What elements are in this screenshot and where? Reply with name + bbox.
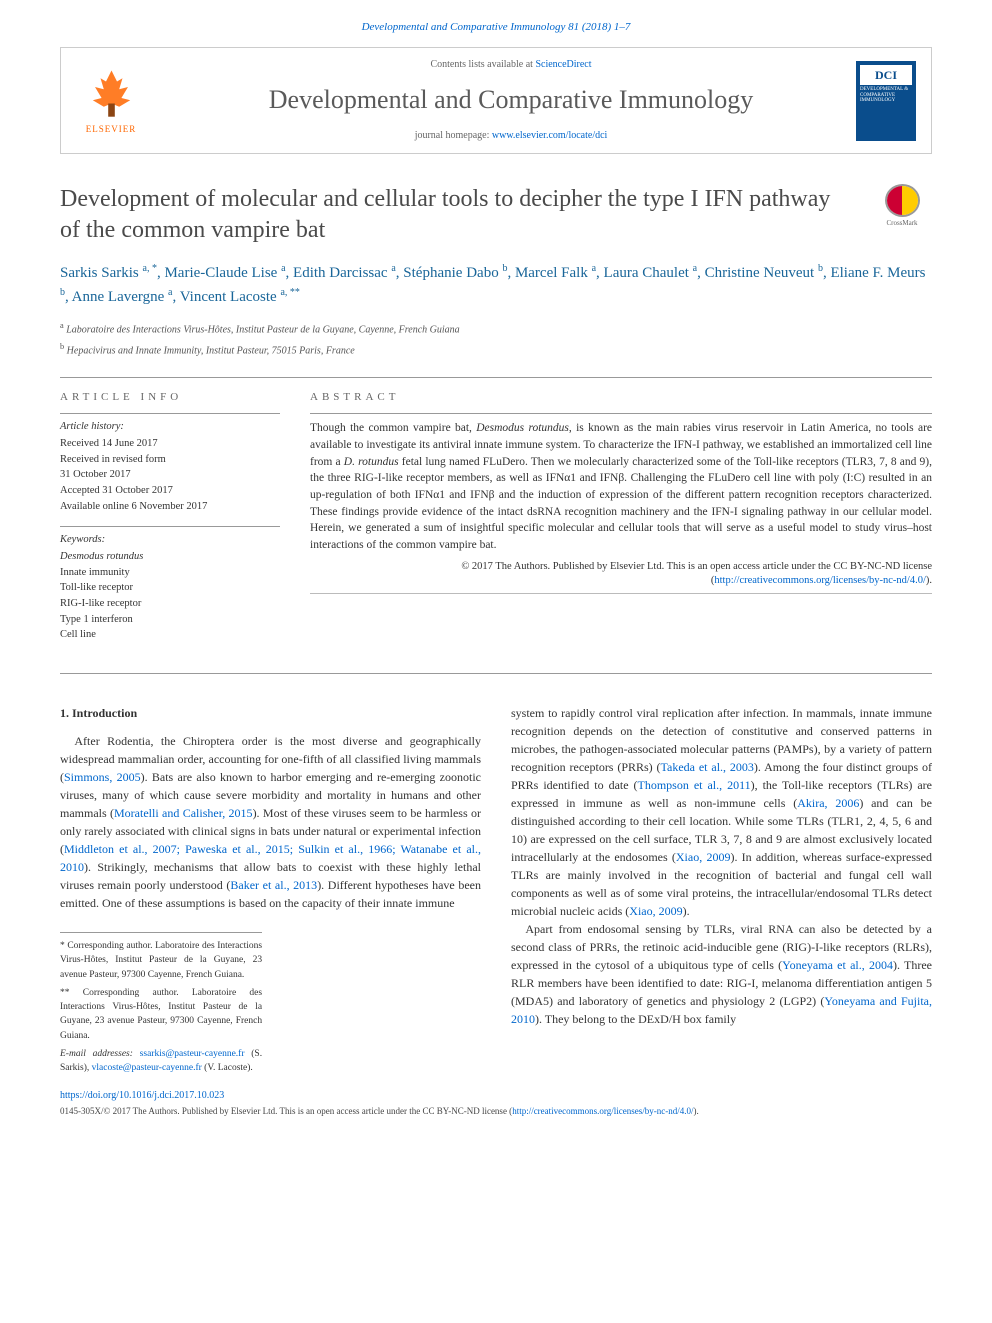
homepage-link[interactable]: www.elsevier.com/locate/dci xyxy=(492,130,607,141)
journal-header: ELSEVIER Contents lists available at Sci… xyxy=(60,47,932,153)
keyword: Type 1 interferon xyxy=(60,613,280,628)
body-column-left: 1. Introduction After Rodentia, the Chir… xyxy=(60,704,481,1075)
bottom-license: 0145-305X/© 2017 The Authors. Published … xyxy=(60,1105,932,1118)
article-title: Development of molecular and cellular to… xyxy=(60,184,852,246)
section-number: 1. xyxy=(60,706,69,720)
history-line: Accepted 31 October 2017 xyxy=(60,484,280,499)
keyword: RIG-I-like receptor xyxy=(60,597,280,612)
article-info-heading: ARTICLE INFO xyxy=(60,390,280,405)
authors-list: Sarkis Sarkis a, *, Marie-Claude Lise a,… xyxy=(60,261,932,308)
elsevier-tree-icon xyxy=(84,65,139,120)
sciencedirect-link[interactable]: ScienceDirect xyxy=(535,59,591,70)
abstract-divider xyxy=(310,593,932,594)
cover-abbrev: DCI xyxy=(860,65,912,86)
article-info-column: ARTICLE INFO Article history: Received 1… xyxy=(60,390,280,655)
section-heading: 1. Introduction xyxy=(60,704,481,722)
abstract-copyright: © 2017 The Authors. Published by Elsevie… xyxy=(310,560,932,589)
journal-homepage: journal homepage: www.elsevier.com/locat… xyxy=(166,129,856,143)
history-line: 31 October 2017 xyxy=(60,468,280,483)
affiliation: b Hepacivirus and Innate Immunity, Insti… xyxy=(60,341,932,358)
journal-title: Developmental and Comparative Immunology xyxy=(166,82,856,118)
email-link-2[interactable]: vlacoste@pasteur-cayenne.fr xyxy=(92,1063,202,1073)
contents-prefix: Contents lists available at xyxy=(430,59,535,70)
keyword: Cell line xyxy=(60,628,280,643)
history-line: Available online 6 November 2017 xyxy=(60,500,280,515)
keyword: Toll-like receptor xyxy=(60,581,280,596)
body-paragraph: After Rodentia, the Chiroptera order is … xyxy=(60,732,481,912)
section-title: Introduction xyxy=(72,706,137,720)
homepage-prefix: journal homepage: xyxy=(415,130,492,141)
divider xyxy=(60,673,932,674)
contents-available: Contents lists available at ScienceDirec… xyxy=(166,58,856,72)
history-line: Received 14 June 2017 xyxy=(60,437,280,452)
body-paragraph: system to rapidly control viral replicat… xyxy=(511,704,932,920)
top-citation: Developmental and Comparative Immunology… xyxy=(60,20,932,35)
crossmark-icon xyxy=(885,184,920,217)
doi-link[interactable]: https://doi.org/10.1016/j.dci.2017.10.02… xyxy=(60,1090,224,1101)
keywords-label: Keywords: xyxy=(60,533,280,548)
history-line: Received in revised form xyxy=(60,453,280,468)
affiliation: a Laboratoire des Interactions Virus-Hôt… xyxy=(60,320,932,337)
journal-cover-thumbnail: DCI DEVELOPMENTAL & COMPARATIVE IMMUNOLO… xyxy=(856,61,916,141)
crossmark-badge[interactable]: CrossMark xyxy=(872,184,932,229)
elsevier-logo: ELSEVIER xyxy=(76,61,146,141)
corresponding-author-2: ** Corresponding author. Laboratoire des… xyxy=(60,986,262,1043)
cover-subtitle: DEVELOPMENTAL & COMPARATIVE IMMUNOLOGY xyxy=(860,87,912,104)
doi-line: https://doi.org/10.1016/j.dci.2017.10.02… xyxy=(60,1089,932,1103)
license-text: 0145-305X/© 2017 The Authors. Published … xyxy=(60,1106,512,1116)
keyword: Desmodus rotundus xyxy=(60,550,280,565)
keyword: Innate immunity xyxy=(60,566,280,581)
body-paragraph: Apart from endosomal sensing by TLRs, vi… xyxy=(511,920,932,1028)
corresponding-author-1: * Corresponding author. Laboratoire des … xyxy=(60,939,262,982)
crossmark-label: CrossMark xyxy=(886,219,917,229)
cc-license-link[interactable]: http://creativecommons.org/licenses/by-n… xyxy=(714,575,926,586)
abstract-column: ABSTRACT Though the common vampire bat, … xyxy=(310,390,932,655)
body-columns: 1. Introduction After Rodentia, the Chir… xyxy=(60,704,932,1075)
footnotes: * Corresponding author. Laboratoire des … xyxy=(60,932,262,1075)
elsevier-name: ELSEVIER xyxy=(86,123,137,136)
email-link-1[interactable]: ssarkis@pasteur-cayenne.fr xyxy=(140,1049,245,1059)
history-label: Article history: xyxy=(60,420,280,435)
email-addresses: E-mail addresses: ssarkis@pasteur-cayenn… xyxy=(60,1047,262,1076)
body-column-right: system to rapidly control viral replicat… xyxy=(511,704,932,1075)
copyright-suffix: ). xyxy=(926,575,932,586)
abstract-heading: ABSTRACT xyxy=(310,390,932,405)
license-suffix: ). xyxy=(693,1106,698,1116)
email-who-2: (V. Lacoste). xyxy=(202,1063,253,1073)
abstract-text: Though the common vampire bat, Desmodus … xyxy=(310,413,932,553)
email-label: E-mail addresses: xyxy=(60,1049,133,1059)
bottom-cc-link[interactable]: http://creativecommons.org/licenses/by-n… xyxy=(512,1106,693,1116)
divider xyxy=(60,377,932,378)
